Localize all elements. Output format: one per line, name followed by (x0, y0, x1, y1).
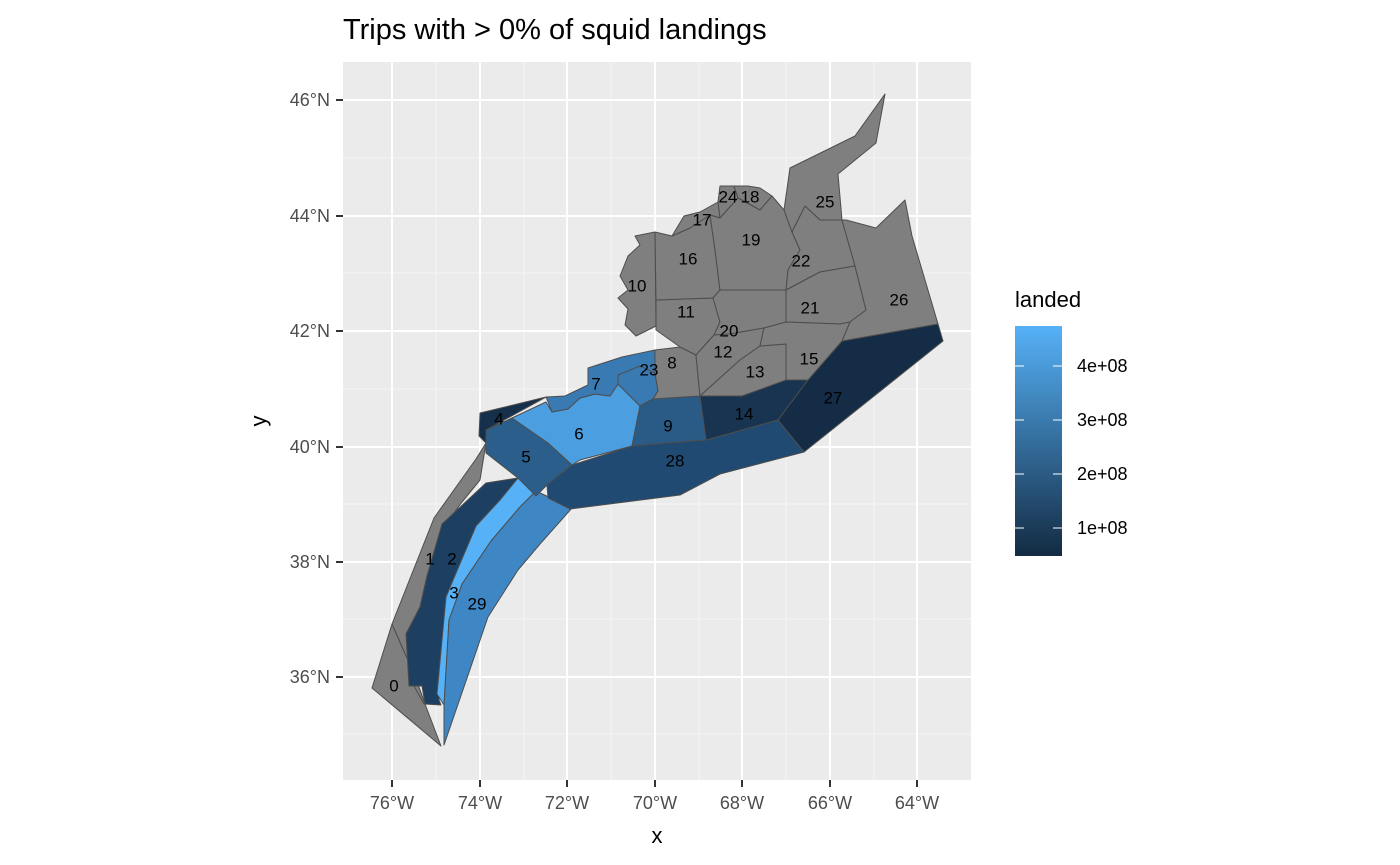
legend: landed 4e+08 3e+08 2e+08 1e+08 (1015, 287, 1128, 556)
zone-label-5: 5 (521, 447, 530, 466)
x-tick-label: 64°W (895, 793, 939, 813)
x-tick-labels: 76°W 74°W 72°W 70°W 68°W 66°W 64°W (370, 793, 939, 813)
zone-label-16: 16 (679, 249, 698, 268)
zone-label-23: 23 (640, 360, 659, 379)
zone-label-11: 11 (677, 302, 695, 321)
zone-label-4: 4 (494, 409, 503, 428)
zone-label-8: 8 (667, 353, 676, 372)
y-axis-title: y (246, 416, 271, 427)
zone-28 (546, 419, 805, 510)
legend-label: 1e+08 (1077, 518, 1128, 538)
legend-label: 3e+08 (1077, 410, 1128, 430)
zone-label-17: 17 (693, 210, 712, 229)
legend-label: 2e+08 (1077, 464, 1128, 484)
y-tick-labels: 36°N 38°N 40°N 42°N 44°N 46°N (290, 90, 330, 687)
x-tick-label: 70°W (633, 793, 677, 813)
zone-label-27: 27 (824, 388, 843, 407)
x-tick-label: 72°W (545, 793, 589, 813)
zone-29 (443, 490, 573, 746)
x-tick-label: 66°W (808, 793, 852, 813)
zone-label-18: 18 (741, 187, 760, 206)
zone-label-7: 7 (591, 374, 600, 393)
zone-label-0: 0 (389, 676, 398, 695)
zone-label-25: 25 (816, 192, 835, 211)
legend-colorbar (1015, 326, 1062, 556)
zone-label-10: 10 (628, 276, 647, 295)
zone-label-2: 2 (447, 549, 456, 568)
zone-label-6: 6 (574, 424, 583, 443)
y-tick-label: 38°N (290, 552, 330, 572)
x-axis-title: x (652, 823, 663, 848)
zone-label-14: 14 (735, 404, 754, 423)
zone-label-3: 3 (449, 583, 458, 602)
zone-label-28: 28 (666, 451, 685, 470)
zone-label-12: 12 (714, 342, 733, 361)
zone-label-22: 22 (792, 251, 811, 270)
zone-15 (759, 321, 851, 381)
x-tick-label: 74°W (458, 793, 502, 813)
x-tick-label: 76°W (370, 793, 414, 813)
zone-label-13: 13 (746, 362, 765, 381)
zone-label-29: 29 (468, 594, 487, 613)
y-tick-label: 42°N (290, 321, 330, 341)
axis-tick-marks (336, 99, 918, 787)
zone-label-9: 9 (663, 416, 672, 435)
zone-label-24: 24 (719, 187, 738, 206)
y-tick-label: 36°N (290, 667, 330, 687)
zone-label-1: 1 (425, 549, 434, 568)
zone-label-21: 21 (801, 298, 820, 317)
zone-label-19: 19 (742, 230, 761, 249)
zone-label-20: 20 (720, 321, 739, 340)
zone-labels: 0 1 2 3 4 5 6 7 8 9 10 11 12 13 14 15 16… (389, 187, 908, 695)
zone-label-26: 26 (890, 290, 909, 309)
legend-label: 4e+08 (1077, 356, 1128, 376)
y-tick-label: 46°N (290, 90, 330, 110)
zone-26 (841, 199, 939, 342)
legend-title: landed (1015, 287, 1081, 312)
x-tick-label: 68°W (720, 793, 764, 813)
zone-label-15: 15 (800, 349, 819, 368)
y-tick-label: 44°N (290, 206, 330, 226)
y-tick-label: 40°N (290, 437, 330, 457)
zones-layer (371, 93, 944, 747)
map-title: Trips with > 0% of squid landings (343, 14, 767, 46)
